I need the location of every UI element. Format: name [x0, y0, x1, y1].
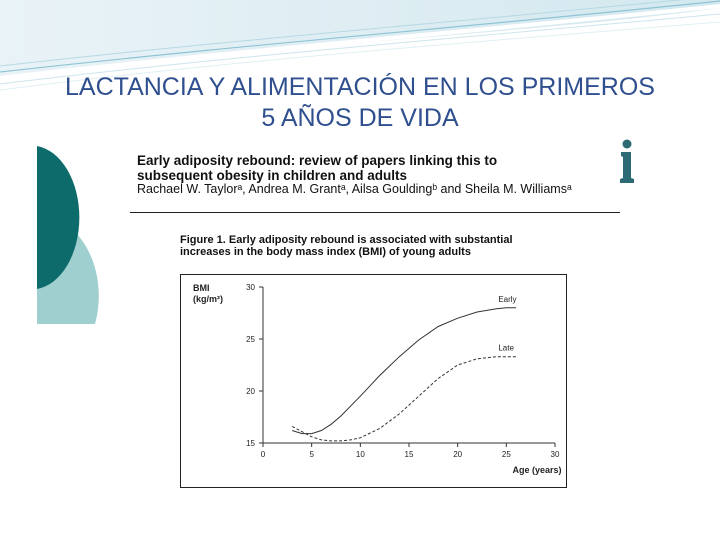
series-label-late: Late	[498, 344, 514, 353]
x-tick-label-25: 25	[502, 450, 511, 459]
x-tick-label-5: 5	[309, 450, 314, 459]
x-tick-label-15: 15	[405, 450, 414, 459]
y-tick-label-15: 15	[246, 439, 255, 448]
article-divider	[130, 212, 620, 213]
y-tick-label-20: 20	[246, 387, 255, 396]
figure-caption-line-2: increases in the body mass index (BMI) o…	[180, 246, 471, 258]
x-tick-label-30: 30	[551, 450, 560, 459]
info-i-icon	[620, 139, 634, 183]
chart-frame: 15 20 25 30 0 5 10 15 20 25 30 BMI (kg/m²) Age (years…	[180, 274, 567, 488]
x-tick-label-10: 10	[356, 450, 365, 459]
figure-caption-line-1: Figure 1. Early adiposity rebound is ass…	[180, 234, 513, 246]
series-label-early: Early	[498, 295, 516, 304]
y-axis-label-line-1: BMI	[193, 283, 210, 293]
series-line-late	[291, 356, 517, 442]
slide-title-line-2: 5 AÑOS DE VIDA	[261, 104, 459, 132]
teal-half-circles	[37, 146, 99, 324]
y-tick-label-25: 25	[246, 335, 255, 344]
slide-title: LACTANCIA Y ALIMENTACIÓN EN LOS PRIMEROS…	[20, 72, 700, 134]
series-line-early	[292, 307, 517, 435]
article-title-line-2: subsequent obesity in children and adult…	[137, 168, 408, 183]
x-tick-label-0: 0	[261, 450, 266, 459]
article-authors: Rachael W. Taylorᵃ, Andrea M. Grantᵃ, Ai…	[137, 182, 572, 196]
x-tick-label-20: 20	[453, 450, 462, 459]
y-tick-label-30: 30	[246, 283, 255, 292]
article-title-line-1: Early adiposity rebound: review of paper…	[137, 153, 498, 168]
x-axis-label: Age (years)	[512, 465, 561, 475]
article-image: Early adiposity rebound: review of paper…	[37, 144, 647, 504]
bmi-line-chart: 15 20 25 30 0 5 10 15 20 25 30 BMI(kg/m²) Age (years…	[193, 283, 562, 475]
y-axis-label-line-2: (kg/m²)	[193, 294, 223, 304]
slide-title-line-1: LACTANCIA Y ALIMENTACIÓN EN LOS PRIMEROS	[65, 73, 655, 101]
